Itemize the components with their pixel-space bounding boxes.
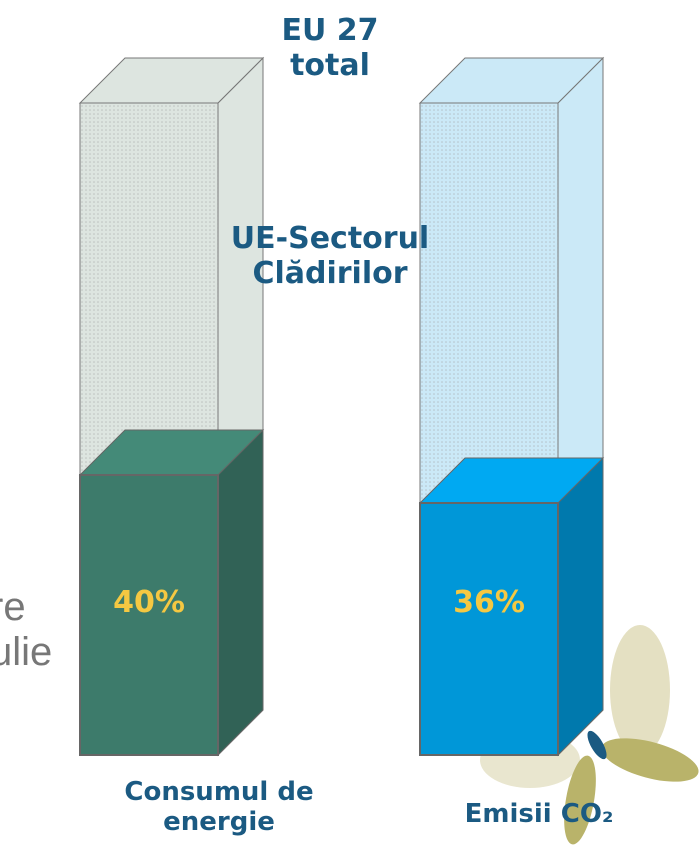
category-label: Emisii CO₂: [464, 799, 614, 829]
value-label: 40%: [113, 585, 185, 620]
background-text: re: [0, 585, 26, 629]
bar-side: [557, 456, 604, 757]
background-text: ulie: [0, 630, 53, 674]
bar: [419, 502, 559, 756]
bar-side: [217, 428, 264, 757]
value-label: 36%: [453, 585, 525, 620]
category-label: Consumul de energie: [124, 777, 314, 837]
total-label: EU 27 total: [281, 13, 379, 83]
bar: [79, 474, 219, 756]
sector-label: UE-Sectorul Clădirilor: [230, 221, 430, 291]
